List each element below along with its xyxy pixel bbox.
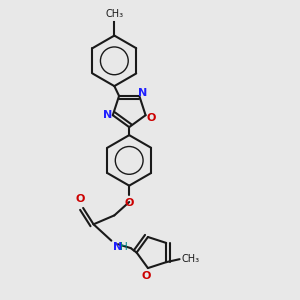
Text: H: H	[120, 242, 128, 252]
Text: O: O	[142, 271, 151, 281]
Text: O: O	[76, 194, 85, 203]
Text: O: O	[124, 198, 134, 208]
Text: N: N	[138, 88, 147, 98]
Text: N: N	[113, 242, 122, 252]
Text: N: N	[103, 110, 112, 120]
Text: CH₃: CH₃	[105, 9, 123, 19]
Text: CH₃: CH₃	[181, 254, 199, 264]
Text: O: O	[146, 113, 156, 123]
